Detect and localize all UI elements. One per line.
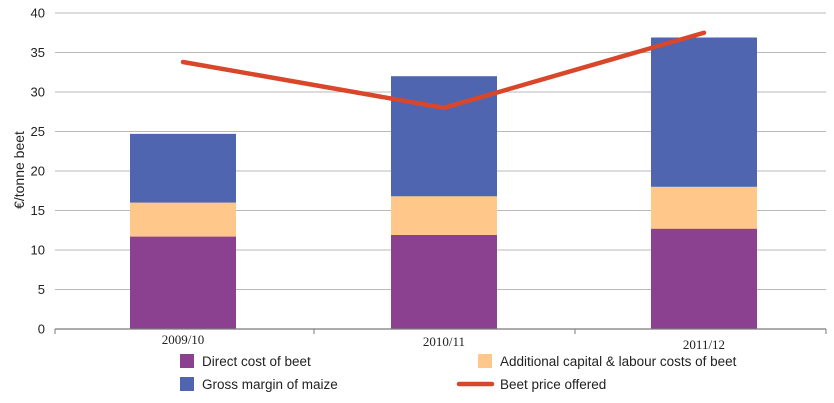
x-category-label: 2010/11 xyxy=(423,334,465,349)
y-tick-label: 10 xyxy=(31,243,45,258)
y-axis-ticks: 0 5 10 15 20 25 30 35 40 xyxy=(31,6,45,337)
legend-label: Additional capital & labour costs of bee… xyxy=(500,354,737,369)
bar-segment xyxy=(651,186,757,229)
legend-label: Direct cost of beet xyxy=(202,354,311,369)
legend-label: Beet price offered xyxy=(500,377,606,392)
bar-segment xyxy=(130,202,236,237)
bar-segment xyxy=(651,228,757,329)
y-tick-label: 35 xyxy=(31,45,45,60)
x-category-label: 2011/12 xyxy=(683,337,725,352)
bar-segment xyxy=(391,234,497,329)
legend-item: Additional capital & labour costs of bee… xyxy=(478,354,737,369)
bar-segment xyxy=(651,37,757,187)
y-tick-label: 25 xyxy=(31,124,45,139)
y-tick-label: 30 xyxy=(31,85,45,100)
bars xyxy=(130,37,757,329)
beet-price-line xyxy=(180,30,707,111)
y-tick-label: 20 xyxy=(31,164,45,179)
x-axis: 2009/10 2010/11 2011/12 xyxy=(54,328,827,352)
y-tick-label: 0 xyxy=(38,322,45,337)
line-series xyxy=(180,30,707,111)
y-tick-label: 40 xyxy=(31,6,45,21)
legend-item: Direct cost of beet xyxy=(180,354,311,369)
bar-segment xyxy=(130,236,236,329)
legend-item: Gross margin of maize xyxy=(180,377,338,392)
x-category-label: 2009/10 xyxy=(162,332,205,347)
legend-swatch xyxy=(180,354,194,368)
legend-label: Gross margin of maize xyxy=(202,377,338,392)
bar-segment xyxy=(130,133,236,203)
legend: Direct cost of beet Additional capital & … xyxy=(180,354,737,392)
legend-swatch xyxy=(180,377,194,391)
y-axis-title: €/tonne beet xyxy=(11,131,27,209)
y-tick-label: 5 xyxy=(38,282,45,297)
bar-segment xyxy=(391,76,497,197)
legend-swatch xyxy=(478,354,492,368)
y-tick-label: 15 xyxy=(31,203,45,218)
legend-item: Beet price offered xyxy=(456,377,606,392)
bar-segment xyxy=(391,196,497,235)
